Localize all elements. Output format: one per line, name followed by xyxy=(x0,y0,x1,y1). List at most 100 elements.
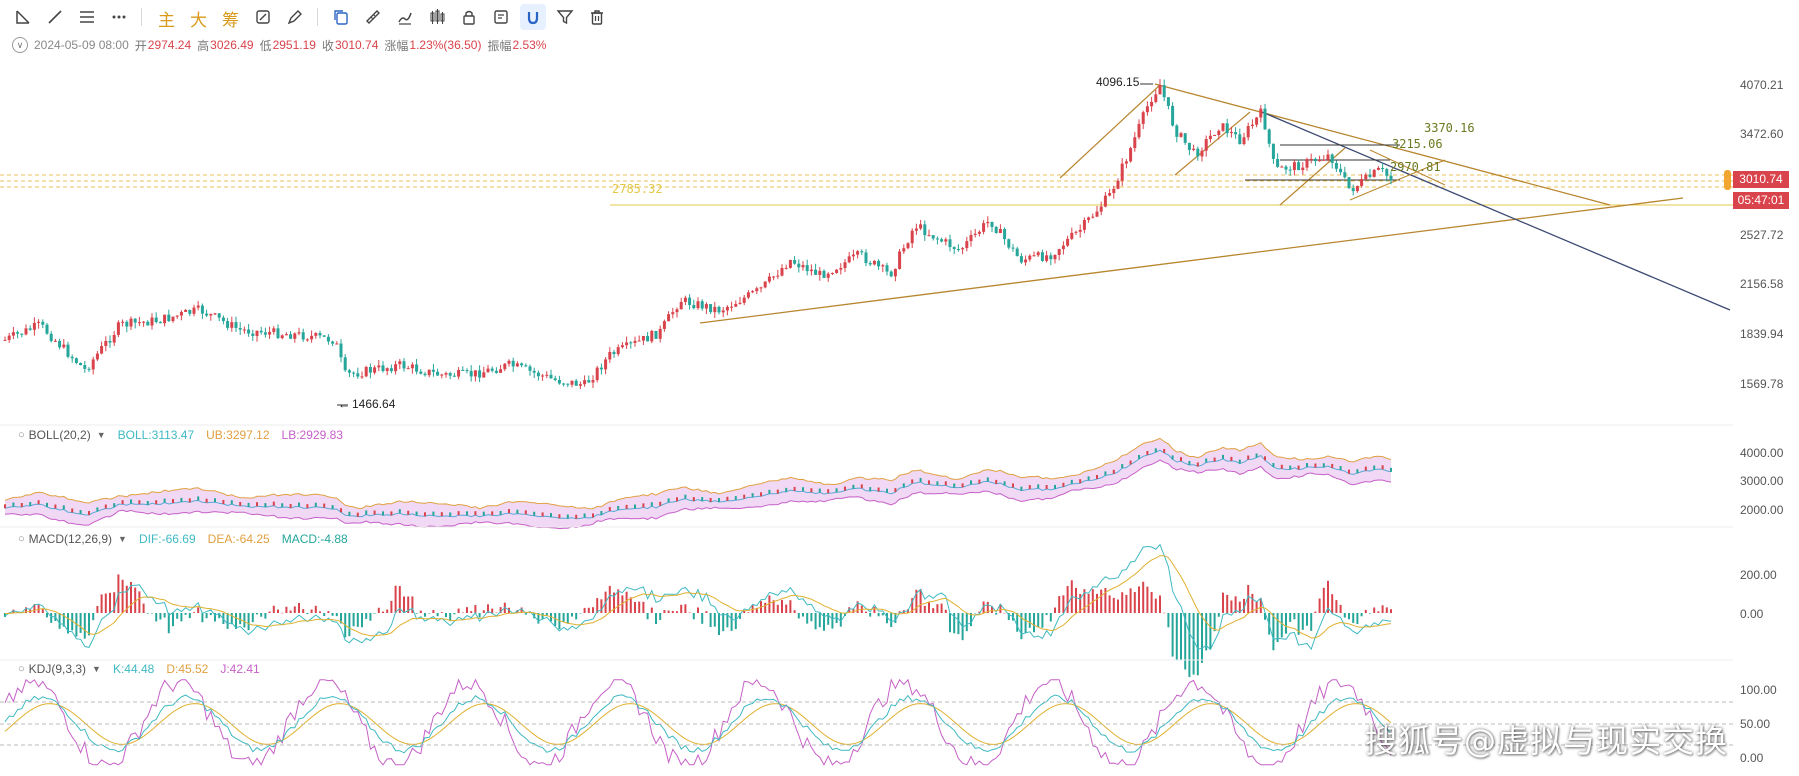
chevron-down-icon[interactable]: ▼ xyxy=(92,664,101,674)
candle-body xyxy=(1120,163,1124,181)
boll-candle-mark xyxy=(1205,458,1208,463)
candle-body xyxy=(284,334,288,336)
candle-body xyxy=(759,287,763,289)
chevron-down-icon[interactable]: ▼ xyxy=(118,534,127,544)
magnet-active-icon[interactable] xyxy=(520,4,546,30)
collapse-chevron-icon[interactable]: ∨ xyxy=(12,37,28,53)
candle-body xyxy=(137,322,141,324)
macd-histogram-bar xyxy=(436,613,439,617)
candle-body xyxy=(423,373,427,376)
trend-line-icon[interactable] xyxy=(42,4,68,30)
boll-candle-mark xyxy=(776,489,779,494)
boll-candle-mark xyxy=(625,504,628,509)
boll-candle-mark xyxy=(172,498,174,503)
candle-body xyxy=(994,226,998,234)
chevron-down-icon[interactable]: ▼ xyxy=(96,430,106,440)
candle-body xyxy=(53,340,57,342)
macd-histogram-bar xyxy=(478,613,481,618)
candle-body xyxy=(1326,154,1330,160)
alert-bell-icon[interactable]: ○ xyxy=(18,533,25,545)
boll-candle-mark xyxy=(1087,476,1090,481)
trash-icon[interactable] xyxy=(584,4,610,30)
macd-histogram-bar xyxy=(1222,592,1224,613)
candle-body xyxy=(1015,248,1019,257)
macd-histogram-bar xyxy=(1142,581,1145,613)
candle-body xyxy=(515,363,519,367)
candle-body xyxy=(683,297,687,302)
candles-icon[interactable] xyxy=(424,4,450,30)
macd-histogram-bar xyxy=(1180,613,1182,661)
boll-tick: 4000.00 xyxy=(1740,446,1784,460)
pencil-tool-icon[interactable] xyxy=(282,4,308,30)
notes-icon[interactable] xyxy=(488,4,514,30)
boll-candle-mark xyxy=(272,501,275,506)
candle-body xyxy=(574,380,578,386)
macd-histogram-bar xyxy=(1390,609,1392,613)
macd-histogram-bar xyxy=(440,612,443,613)
level-label-2785: 2785.32 xyxy=(612,182,663,196)
candle-body xyxy=(641,335,645,341)
candle-body xyxy=(830,272,834,274)
boll-candle-mark xyxy=(382,511,384,516)
macd-histogram-bar xyxy=(205,613,208,619)
brush-icon[interactable] xyxy=(392,4,418,30)
candle-body xyxy=(1259,108,1263,118)
boll-candle-mark xyxy=(54,504,57,509)
big-order-button[interactable]: 大 xyxy=(190,11,207,31)
boll-candle-mark xyxy=(1280,464,1283,469)
macd-histogram-bar xyxy=(638,601,641,613)
candle-body xyxy=(940,239,944,242)
macd-histogram-bar xyxy=(730,613,733,631)
macd-histogram-bar xyxy=(1327,580,1329,613)
horizontal-lines-icon[interactable] xyxy=(74,4,100,30)
candle-body xyxy=(528,366,532,371)
candle-body xyxy=(944,239,948,242)
price-line-drag-handle[interactable] xyxy=(1724,170,1731,190)
main-chart-button[interactable]: 主 xyxy=(158,11,175,31)
candle-body xyxy=(205,313,209,316)
macd-histogram-bar xyxy=(802,613,804,617)
macd-histogram-bar xyxy=(1331,594,1334,613)
line-segment-icon[interactable] xyxy=(10,4,36,30)
macd-histogram-bar xyxy=(1259,598,1262,613)
boll-candle-mark xyxy=(1079,479,1082,484)
boll-candle-mark xyxy=(482,511,485,516)
macd-histogram-bar xyxy=(1339,604,1342,613)
macd-histogram-bar xyxy=(718,613,720,636)
candle-body xyxy=(1066,238,1070,246)
alert-bell-icon[interactable]: ○ xyxy=(18,663,25,675)
candle-body xyxy=(557,379,561,384)
channel-line xyxy=(1174,111,1251,176)
candle-body xyxy=(410,364,414,369)
filter-icon[interactable] xyxy=(552,4,578,30)
macd-histogram-bar xyxy=(982,601,985,613)
copy-icon[interactable] xyxy=(328,4,354,30)
candle-body xyxy=(1255,117,1259,125)
macd-histogram-bar xyxy=(88,613,90,636)
macd-histogram-bar xyxy=(1016,613,1019,632)
alert-bell-icon[interactable]: ○ xyxy=(18,429,25,441)
candle-body xyxy=(591,380,595,383)
macd-histogram-bar xyxy=(1184,613,1187,670)
macd-histogram-bar xyxy=(655,613,657,624)
more-tools-icon[interactable] xyxy=(106,4,132,30)
candle-body xyxy=(469,370,473,377)
lock-icon[interactable] xyxy=(456,4,482,30)
candle-body xyxy=(746,292,750,298)
candle-body xyxy=(1217,130,1221,135)
candle-body xyxy=(713,306,717,313)
candle-body xyxy=(650,330,654,342)
close-value: 3010.74 xyxy=(334,38,379,52)
boll-candle-mark xyxy=(608,507,611,512)
candle-body xyxy=(373,367,377,373)
chip-distribution-button[interactable]: 筹 xyxy=(222,11,239,31)
boll-candle-mark xyxy=(592,513,594,518)
macd-histogram-bar xyxy=(1175,613,1178,661)
boll-candle-mark xyxy=(1196,462,1199,467)
edit-note-icon[interactable] xyxy=(250,4,276,30)
macd-histogram-bar xyxy=(596,598,599,613)
ruler-icon[interactable] xyxy=(360,4,386,30)
boll-candle-mark xyxy=(1154,448,1157,453)
boll-candle-mark xyxy=(844,486,846,491)
